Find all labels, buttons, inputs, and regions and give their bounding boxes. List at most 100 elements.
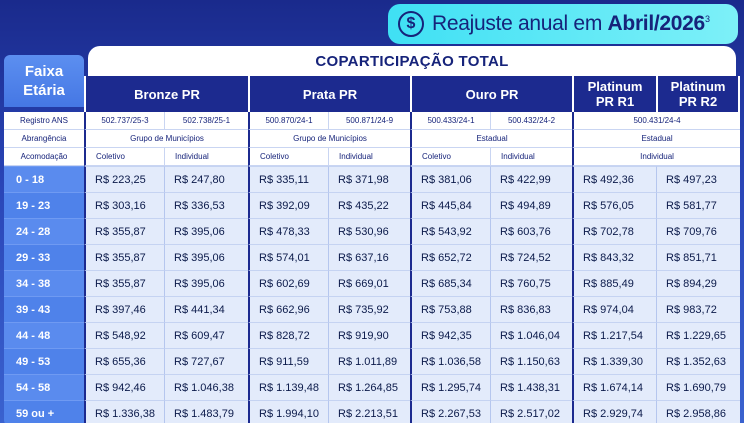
- price-rows: 0 - 18 R$ 223,25 R$ 247,80 R$ 335,11 R$ 371,…: [4, 166, 741, 423]
- age-range-cell: 39 - 43: [4, 296, 84, 322]
- price-cell: R$ 445,84: [410, 192, 491, 218]
- price-cell: R$ 983,72: [656, 296, 741, 322]
- table-row: 34 - 38 R$ 355,87 R$ 395,06 R$ 602,69 R$ 669…: [4, 270, 741, 296]
- abrangencia-value: Grupo de Municípios: [84, 130, 249, 148]
- registro-value: 500.871/24-9: [328, 112, 411, 130]
- table-row: 24 - 28 R$ 355,87 R$ 395,06 R$ 478,33 R$ 530…: [4, 218, 741, 244]
- price-cell: R$ 843,32: [572, 244, 657, 270]
- price-cell: R$ 1.046,38: [164, 374, 249, 400]
- price-cell: R$ 435,22: [328, 192, 411, 218]
- registro-value: 500.433/24-1: [410, 112, 491, 130]
- price-cell: R$ 548,92: [84, 322, 164, 348]
- registro-label: Registro ANS: [4, 112, 84, 130]
- price-cell: R$ 727,67: [164, 348, 249, 374]
- age-range-cell: 29 - 33: [4, 244, 84, 270]
- price-cell: R$ 1.994,10: [248, 400, 329, 423]
- price-cell: R$ 1.336,38: [84, 400, 164, 423]
- price-cell: R$ 392,09: [248, 192, 329, 218]
- age-range-cell: 19 - 23: [4, 192, 84, 218]
- acomodacao-value: Individual: [490, 148, 573, 166]
- price-cell: R$ 1.036,58: [410, 348, 491, 374]
- price-cell: R$ 1.674,14: [572, 374, 657, 400]
- price-cell: R$ 335,11: [248, 166, 329, 192]
- price-cell: R$ 581,77: [656, 192, 741, 218]
- age-range-cell: 54 - 58: [4, 374, 84, 400]
- age-range-cell: 24 - 28: [4, 218, 84, 244]
- price-cell: R$ 478,33: [248, 218, 329, 244]
- price-cell: R$ 397,46: [84, 296, 164, 322]
- price-cell: R$ 828,72: [248, 322, 329, 348]
- price-cell: R$ 2.958,86: [656, 400, 741, 423]
- price-table: Bronze PR Prata PR Ouro PR Platinum PR R…: [4, 76, 741, 423]
- price-cell: R$ 2.213,51: [328, 400, 411, 423]
- price-cell: R$ 497,23: [656, 166, 741, 192]
- price-cell: R$ 709,76: [656, 218, 741, 244]
- price-cell: R$ 851,71: [656, 244, 741, 270]
- acomodacao-value: Individual: [328, 148, 411, 166]
- abrangencia-value: Estadual: [410, 130, 573, 148]
- price-cell: R$ 942,35: [410, 322, 491, 348]
- dollar-coin-icon: $: [398, 11, 424, 37]
- price-cell: R$ 576,05: [572, 192, 657, 218]
- plan-platinum-r2: Platinum PR R2: [656, 76, 741, 112]
- blank-corner: [4, 76, 84, 112]
- price-cell: R$ 637,16: [328, 244, 411, 270]
- abrangencia-row: Abrangência Grupo de Municípios Grupo de…: [4, 130, 741, 148]
- price-cell: R$ 441,34: [164, 296, 249, 322]
- age-range-cell: 49 - 53: [4, 348, 84, 374]
- price-cell: R$ 735,92: [328, 296, 411, 322]
- price-cell: R$ 1.352,63: [656, 348, 741, 374]
- price-cell: R$ 1.690,79: [656, 374, 741, 400]
- plan-header-row: Bronze PR Prata PR Ouro PR Platinum PR R…: [4, 76, 741, 112]
- price-cell: R$ 355,87: [84, 270, 164, 296]
- price-cell: R$ 247,80: [164, 166, 249, 192]
- price-cell: R$ 223,25: [84, 166, 164, 192]
- registro-value: 502.738/25-1: [164, 112, 249, 130]
- price-cell: R$ 355,87: [84, 244, 164, 270]
- age-range-cell: 44 - 48: [4, 322, 84, 348]
- price-cell: R$ 1.150,63: [490, 348, 573, 374]
- price-cell: R$ 1.011,89: [328, 348, 411, 374]
- price-cell: R$ 669,01: [328, 270, 411, 296]
- plan-prata: Prata PR: [248, 76, 411, 112]
- price-cell: R$ 655,36: [84, 348, 164, 374]
- price-cell: R$ 1.229,65: [656, 322, 741, 348]
- price-cell: R$ 1.438,31: [490, 374, 573, 400]
- price-cell: R$ 1.264,85: [328, 374, 411, 400]
- price-cell: R$ 530,96: [328, 218, 411, 244]
- price-cell: R$ 724,52: [490, 244, 573, 270]
- plan-platinum-r1: Platinum PR R1: [572, 76, 657, 112]
- price-cell: R$ 543,92: [410, 218, 491, 244]
- table-row: 29 - 33 R$ 355,87 R$ 395,06 R$ 574,01 R$ 637…: [4, 244, 741, 270]
- acomodacao-row: Acomodação Coletivo Individual Coletivo …: [4, 148, 741, 166]
- reajuste-text: Reajuste anual em Abril/20263: [432, 12, 710, 35]
- price-cell: R$ 574,01: [248, 244, 329, 270]
- price-cell: R$ 494,89: [490, 192, 573, 218]
- abrangencia-value: Estadual: [572, 130, 741, 148]
- price-cell: R$ 1.217,54: [572, 322, 657, 348]
- acomodacao-value: Individual: [164, 148, 249, 166]
- price-cell: R$ 702,78: [572, 218, 657, 244]
- acomodacao-value: Coletivo: [84, 148, 164, 166]
- price-cell: R$ 395,06: [164, 218, 249, 244]
- acomodacao-value: Coletivo: [248, 148, 329, 166]
- registro-row: Registro ANS 502.737/25-3 502.738/25-1 5…: [4, 112, 741, 130]
- price-cell: R$ 355,87: [84, 218, 164, 244]
- price-cell: R$ 381,06: [410, 166, 491, 192]
- price-cell: R$ 662,96: [248, 296, 329, 322]
- price-cell: R$ 894,29: [656, 270, 741, 296]
- abrangencia-value: Grupo de Municípios: [248, 130, 411, 148]
- acomodacao-value: Individual: [572, 148, 741, 166]
- price-cell: R$ 336,53: [164, 192, 249, 218]
- table-row: 0 - 18 R$ 223,25 R$ 247,80 R$ 335,11 R$ 371,…: [4, 166, 741, 192]
- price-cell: R$ 911,59: [248, 348, 329, 374]
- table-row: 19 - 23 R$ 303,16 R$ 336,53 R$ 392,09 R$ 435…: [4, 192, 741, 218]
- price-cell: R$ 1.046,04: [490, 322, 573, 348]
- table-row: 54 - 58 R$ 942,46 R$ 1.046,38 R$ 1.139,48 R$…: [4, 374, 741, 400]
- abrangencia-label: Abrangência: [4, 130, 84, 148]
- table-row: 59 ou + R$ 1.336,38 R$ 1.483,79 R$ 1.994,10…: [4, 400, 741, 423]
- price-cell: R$ 395,06: [164, 270, 249, 296]
- registro-value: 500.431/24-4: [572, 112, 741, 130]
- price-cell: R$ 760,75: [490, 270, 573, 296]
- table-row: 39 - 43 R$ 397,46 R$ 441,34 R$ 662,96 R$ 735…: [4, 296, 741, 322]
